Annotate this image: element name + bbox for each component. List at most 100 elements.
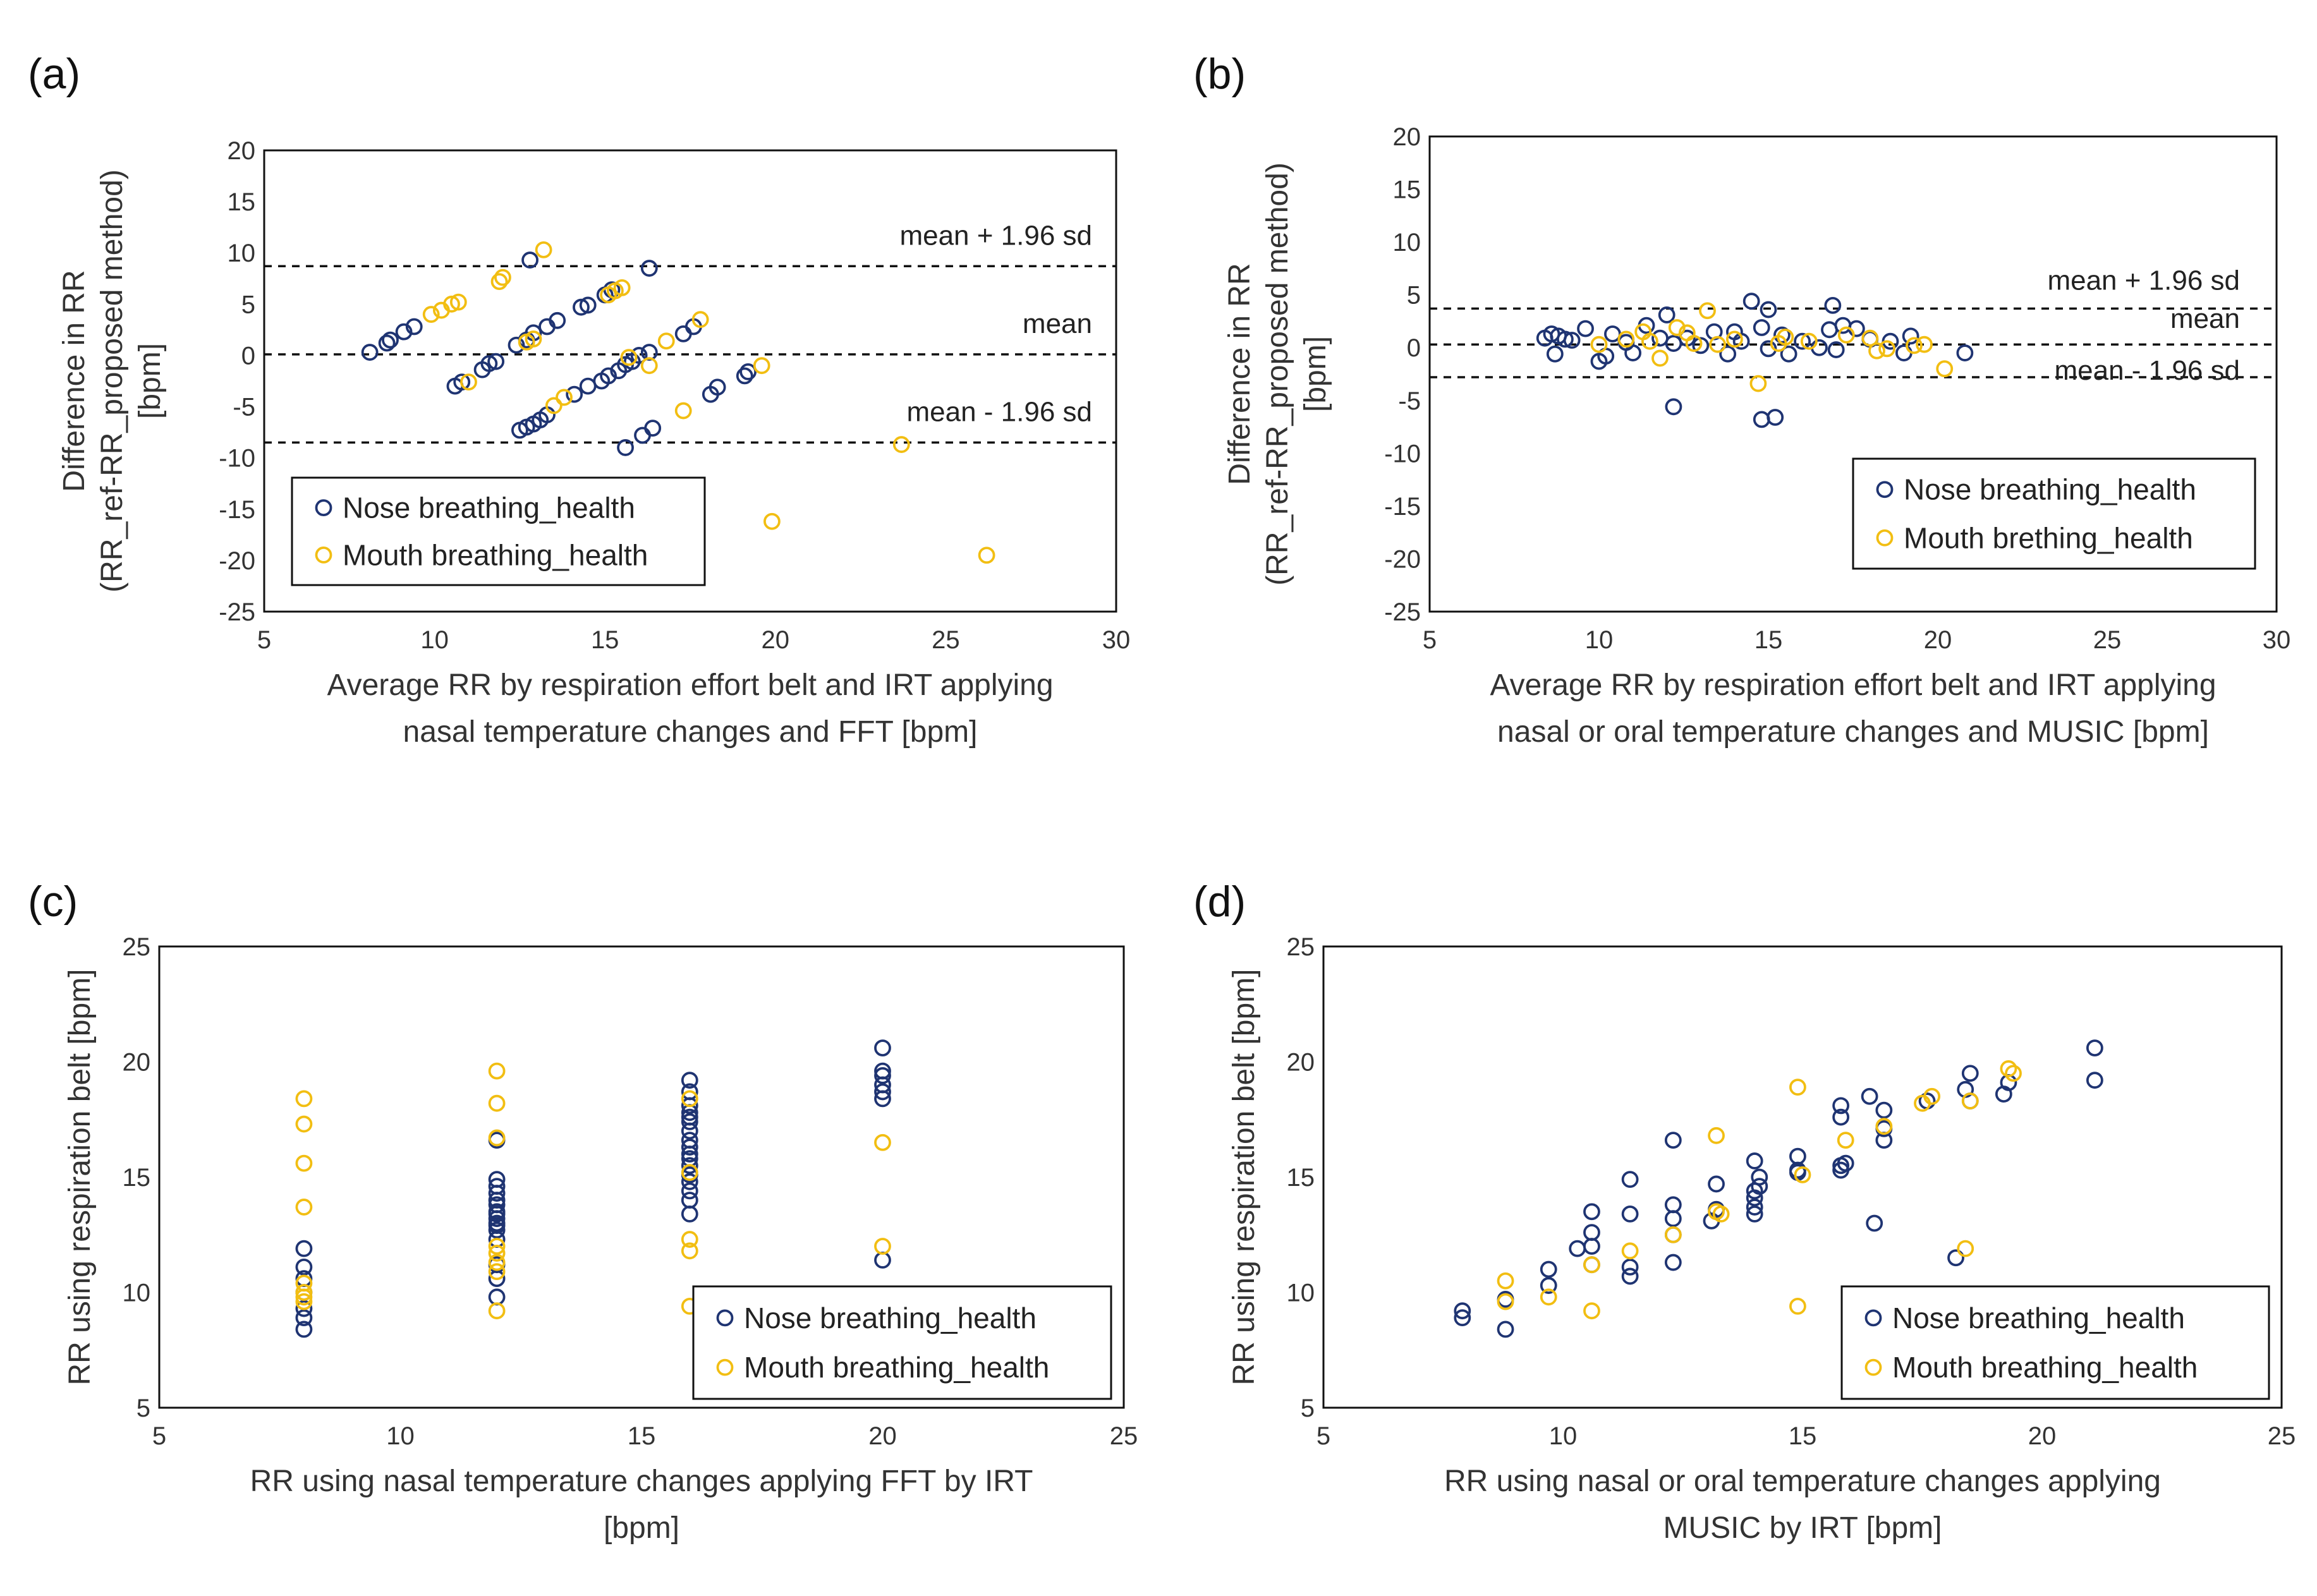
data-point [1794, 1166, 1811, 1183]
data-point [1617, 330, 1635, 348]
data-point [1875, 1118, 1893, 1135]
data-point [681, 1090, 698, 1108]
data-point [1936, 360, 1954, 378]
y-axis-label: Difference in RR (RR_ref-RR_proposed meth… [58, 169, 167, 593]
data-point [508, 336, 525, 354]
data-point [1827, 341, 1845, 358]
y-tick-label: 5 [137, 1394, 150, 1422]
data-point [978, 547, 995, 564]
data-point [521, 251, 538, 269]
data-point [1556, 330, 1574, 348]
data-point [1569, 1240, 1586, 1257]
data-point [600, 367, 617, 385]
data-point [1621, 1242, 1639, 1260]
data-point [874, 1083, 891, 1101]
data-point [1668, 319, 1686, 336]
panel-label: (d) [1193, 878, 1246, 926]
panel-label: (b) [1193, 50, 1246, 98]
data-point [874, 1134, 891, 1151]
data-point [1947, 1249, 1964, 1267]
data-point [1821, 321, 1838, 339]
data-point [1692, 337, 1710, 354]
data-point [422, 306, 440, 323]
y-tick-label: 20 [123, 1049, 151, 1077]
data-point [640, 344, 658, 361]
y-axis-label-line: RR using respiration belt [bpm] [63, 969, 97, 1386]
data-point [488, 1196, 506, 1214]
x-axis-label-line: RR using nasal or oral temperature chang… [1444, 1465, 2161, 1498]
y-tick-label: -15 [219, 496, 255, 524]
data-point [1751, 1168, 1768, 1186]
x-axis-label-line: MUSIC by IRT [bpm] [1663, 1511, 1942, 1545]
data-point [1651, 349, 1669, 367]
series-mouth [1497, 1060, 2022, 1320]
y-tick-label: -20 [1384, 545, 1421, 573]
data-point [488, 1263, 506, 1281]
legend-marker [716, 1358, 734, 1376]
legend: Nose breathing_health Mouth brething_heal… [1852, 457, 2256, 570]
data-point [1895, 344, 1913, 361]
x-tick-label: 30 [2263, 626, 2291, 654]
data-point [1540, 1288, 1557, 1306]
x-axis-label-line: nasal temperature changes and FFT [bpm] [403, 715, 978, 749]
data-point [1868, 342, 1885, 360]
y-axis-label: RR using respiration belt [bpm] [63, 969, 97, 1386]
data-point [681, 1083, 698, 1101]
data-point [1832, 1097, 1850, 1115]
data-point [1875, 1101, 1893, 1119]
data-point [488, 1245, 506, 1262]
data-point [1866, 1214, 1883, 1232]
data-point [681, 1164, 698, 1182]
x-axis-label: Average RR by respiration effort belt an… [327, 668, 1053, 749]
data-point [1497, 1293, 1514, 1310]
legend-box [1852, 457, 2256, 570]
data-point [488, 1062, 506, 1080]
y-tick-label: -10 [219, 445, 255, 473]
data-point [617, 439, 634, 456]
data-point [681, 1108, 698, 1126]
data-point [1583, 1256, 1600, 1274]
data-point [681, 1132, 698, 1149]
data-point [1902, 327, 1919, 345]
y-tick-label: 20 [1393, 123, 1421, 151]
data-point [1753, 411, 1770, 428]
y-tick-label: 5 [241, 291, 255, 318]
data-point [488, 1094, 506, 1112]
data-point [1583, 1238, 1600, 1255]
data-point [1583, 1302, 1600, 1320]
data-point [405, 318, 423, 336]
data-point [1732, 332, 1750, 350]
data-point [488, 1254, 506, 1271]
series-mouth [422, 241, 995, 564]
data-point [1956, 344, 1974, 361]
y-tick-label: -5 [233, 394, 255, 421]
y-axis-label-line: [bpm] [133, 343, 167, 419]
data-point [681, 1231, 698, 1248]
series-mouth [1590, 302, 1954, 392]
data-point [1760, 301, 1777, 318]
y-axis-label-line: Difference in RR [58, 270, 91, 492]
x-tick-label: 5 [1317, 1422, 1330, 1450]
data-point [681, 1072, 698, 1089]
legend-marker [716, 1309, 734, 1327]
data-point [1861, 1087, 1878, 1105]
panel-d: (d) 5 10 15 20 25 5 10 15 20 25 RR using nasal or o… [1193, 878, 2296, 1545]
panel-label: (c) [28, 878, 78, 926]
data-point [295, 1090, 313, 1108]
data-point [1824, 296, 1842, 314]
reference-line-label: mean + 1.96 sd [2047, 265, 2240, 296]
data-point [874, 1067, 891, 1084]
data-point [549, 311, 566, 329]
data-point [1540, 1260, 1557, 1278]
data-point [2000, 1060, 2017, 1077]
plot-area-frame [263, 149, 1117, 613]
data-point [640, 260, 658, 277]
panel-c: (c) 5 10 15 20 25 5 10 15 20 25 RR using nasal temp… [28, 878, 1138, 1545]
data-point [361, 344, 379, 361]
x-axis-label-line: Average RR by respiration effort belt an… [327, 668, 1053, 702]
x-tick-label: 10 [420, 626, 449, 654]
data-point [488, 1178, 506, 1195]
y-axis-label-line: (RR_ref-RR_proposed method) [95, 169, 129, 593]
plot-area-frame [158, 945, 1125, 1409]
